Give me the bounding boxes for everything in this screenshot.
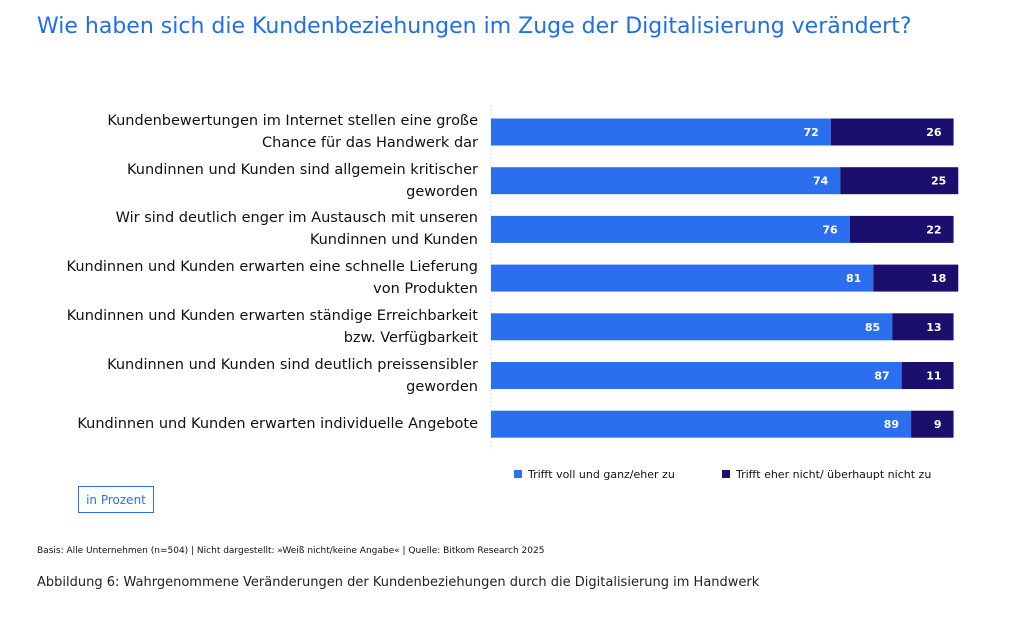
bar-segment <box>491 118 831 146</box>
bar-segment <box>911 410 954 438</box>
legend-swatch <box>722 470 730 478</box>
category-label: Kundinnen und Kunden sind allgemein krit… <box>126 161 478 200</box>
value-label: 76 <box>822 223 838 236</box>
bar-segment <box>491 167 841 195</box>
bar-segment <box>901 362 954 389</box>
bar-segment <box>840 167 959 195</box>
bar-segment <box>491 362 902 389</box>
value-label: 11 <box>926 370 941 383</box>
category-label: Kundinnen und Kunden erwarten eine schne… <box>66 259 478 298</box>
footnote: Basis: Alle Unternehmen (n=504) | Nicht … <box>37 546 545 556</box>
bar-segment <box>849 215 954 243</box>
bar-segment <box>892 313 954 341</box>
value-label: 13 <box>926 321 941 334</box>
legend-label: Trifft eher nicht/ überhaupt nicht zu <box>735 468 931 481</box>
value-label: 18 <box>931 272 946 285</box>
bar-segment <box>491 264 874 292</box>
legend-label: Trifft voll und ganz/eher zu <box>527 468 675 481</box>
category-label: Kundenbewertungen im Internet stellen ei… <box>107 113 478 151</box>
value-label: 26 <box>926 126 942 139</box>
chart-title: Wie haben sich die Kundenbeziehungen im … <box>37 14 912 39</box>
value-label: 85 <box>865 321 880 334</box>
value-label: 22 <box>926 223 941 236</box>
category-label: Wir sind deutlich enger im Austausch mit… <box>115 210 478 249</box>
value-label: 72 <box>804 126 819 139</box>
bar-segment <box>491 215 850 243</box>
value-label: 74 <box>813 175 829 188</box>
category-label: Kundinnen und Kunden sind deutlich preis… <box>107 356 478 395</box>
value-label: 87 <box>874 370 889 383</box>
value-label: 89 <box>884 418 899 431</box>
bar-segment <box>491 313 893 341</box>
bar-segment <box>830 118 954 146</box>
legend-swatch <box>514 470 522 478</box>
value-label: 25 <box>931 175 946 188</box>
unit-note: in Prozent <box>78 486 154 513</box>
category-label: Kundinnen und Kunden erwarten ständige E… <box>66 307 478 346</box>
category-label: Kundinnen und Kunden erwarten individuel… <box>77 416 478 433</box>
bar-segment <box>873 264 959 292</box>
value-label: 81 <box>846 272 861 285</box>
bar-segment <box>491 410 912 438</box>
caption: Abbildung 6: Wahrgenommene Veränderungen… <box>37 575 760 590</box>
value-label: 9 <box>934 418 942 431</box>
